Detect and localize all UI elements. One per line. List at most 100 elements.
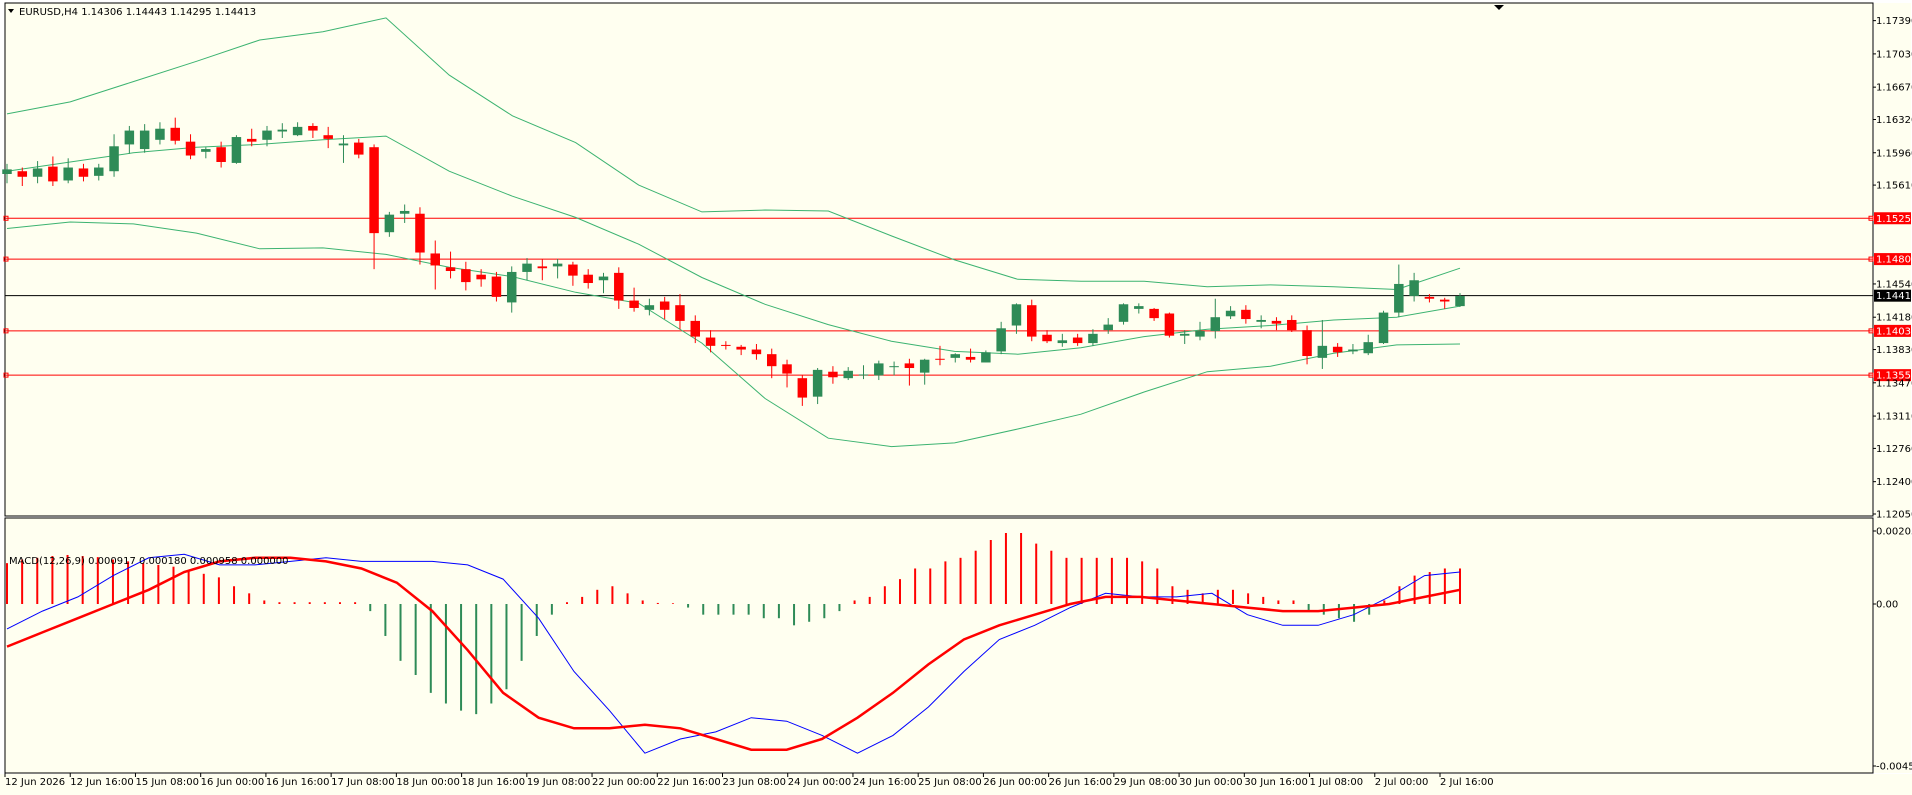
candle[interactable] (185, 134, 196, 160)
candle[interactable] (1332, 343, 1343, 357)
candle[interactable] (201, 147, 211, 159)
candle[interactable] (277, 123, 288, 138)
candle[interactable] (338, 135, 349, 163)
candle[interactable] (935, 345, 945, 366)
level-handle-right[interactable] (1868, 256, 1874, 262)
candle[interactable] (155, 122, 165, 145)
candle[interactable] (48, 156, 58, 187)
candle[interactable] (445, 251, 456, 279)
shift-marker-icon[interactable] (1494, 5, 1504, 10)
candle[interactable] (552, 259, 563, 279)
candle[interactable] (216, 141, 226, 168)
candle[interactable] (430, 240, 440, 290)
candle[interactable] (1103, 318, 1113, 334)
candle[interactable] (1179, 330, 1190, 344)
candle[interactable] (2, 163, 12, 184)
candle[interactable] (721, 341, 731, 350)
level-handle-left[interactable] (3, 256, 9, 262)
candle[interactable] (292, 122, 303, 137)
candle[interactable] (323, 126, 333, 149)
level-handle-right[interactable] (1868, 215, 1874, 221)
candle[interactable] (629, 287, 639, 312)
candle[interactable] (751, 344, 762, 360)
candle[interactable] (766, 348, 777, 379)
candle[interactable] (1409, 272, 1419, 302)
price-scale[interactable] (1874, 3, 1911, 773)
candle[interactable] (491, 271, 502, 302)
candle[interactable] (1455, 293, 1465, 308)
candle[interactable] (1348, 344, 1358, 355)
candle[interactable] (124, 125, 135, 154)
candle[interactable] (828, 366, 838, 384)
candle[interactable] (1302, 325, 1312, 365)
candle[interactable] (17, 167, 28, 187)
candle[interactable] (1072, 333, 1083, 346)
candle[interactable] (1164, 312, 1175, 338)
candle[interactable] (262, 125, 272, 147)
candle[interactable] (1195, 321, 1205, 341)
candle[interactable] (797, 375, 808, 406)
candle[interactable] (614, 267, 624, 309)
candle[interactable] (246, 128, 257, 147)
candle[interactable] (1011, 303, 1022, 334)
level-handle-left[interactable] (3, 215, 9, 221)
candle[interactable] (506, 266, 517, 313)
candle[interactable] (705, 330, 716, 353)
level-handle-left[interactable] (3, 372, 9, 378)
candle[interactable] (415, 207, 425, 265)
candle[interactable] (1088, 329, 1098, 346)
candle[interactable] (1027, 299, 1037, 342)
candle[interactable] (812, 368, 823, 405)
candle[interactable] (170, 117, 180, 145)
candle[interactable] (1439, 297, 1450, 309)
candle[interactable] (583, 269, 593, 289)
candle[interactable] (1210, 298, 1221, 339)
candle[interactable] (659, 296, 670, 320)
candle[interactable] (139, 124, 150, 153)
candle[interactable] (950, 353, 961, 363)
candle[interactable] (1271, 317, 1282, 331)
candle[interactable] (63, 158, 73, 184)
candle[interactable] (843, 367, 853, 381)
candle[interactable] (1241, 305, 1251, 324)
candle[interactable] (889, 361, 899, 376)
candle[interactable] (384, 211, 395, 237)
candle[interactable] (858, 365, 869, 380)
candle[interactable] (94, 163, 104, 181)
candle[interactable] (308, 123, 318, 138)
candle[interactable] (1225, 306, 1236, 320)
candle[interactable] (369, 144, 379, 270)
level-handle-right[interactable] (1868, 372, 1874, 378)
candle[interactable] (1287, 315, 1297, 332)
candle[interactable] (644, 298, 655, 316)
candle[interactable] (782, 359, 792, 388)
candle[interactable] (1256, 315, 1266, 329)
candle[interactable] (476, 269, 486, 287)
candle[interactable] (981, 350, 991, 363)
candle[interactable] (1394, 264, 1404, 318)
candle[interactable] (1134, 303, 1144, 314)
candle[interactable] (1424, 294, 1435, 303)
candle[interactable] (1378, 310, 1389, 344)
candle[interactable] (904, 358, 915, 386)
candle[interactable] (568, 261, 578, 286)
candle[interactable] (537, 259, 548, 281)
candle[interactable] (1317, 319, 1328, 369)
candle[interactable] (996, 321, 1006, 355)
candle[interactable] (461, 261, 471, 291)
candle[interactable] (1118, 303, 1129, 325)
candle[interactable] (1149, 307, 1159, 321)
candle[interactable] (1057, 333, 1068, 347)
candle[interactable] (231, 135, 242, 164)
candle[interactable] (675, 294, 685, 330)
time-scale[interactable] (0, 774, 1912, 795)
candle[interactable] (736, 344, 746, 356)
candle[interactable] (965, 348, 976, 363)
candle[interactable] (354, 138, 364, 159)
candle[interactable] (78, 163, 89, 182)
candle[interactable] (598, 272, 609, 294)
candle[interactable] (874, 360, 884, 381)
level-handle-left[interactable] (3, 328, 9, 334)
candle[interactable] (399, 204, 410, 223)
